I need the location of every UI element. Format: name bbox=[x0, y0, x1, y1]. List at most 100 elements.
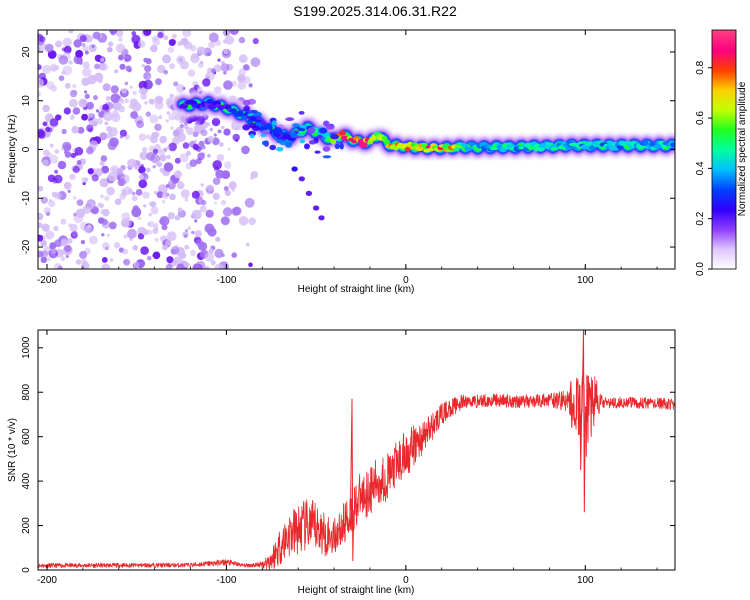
noise-speckle bbox=[187, 69, 196, 77]
spectrogram-y-axis-label: Frequency (Hz) bbox=[7, 115, 18, 184]
colorbar-segment bbox=[712, 41, 736, 45]
noise-speckle bbox=[162, 244, 168, 251]
colorbar-segment bbox=[712, 207, 736, 210]
ridge-blob bbox=[442, 144, 449, 150]
noise-speckle bbox=[57, 265, 63, 269]
noise-speckle bbox=[154, 237, 159, 242]
noise-speckle bbox=[143, 30, 152, 36]
noise-speckle bbox=[82, 67, 92, 77]
noise-speckle bbox=[67, 189, 71, 193]
noise-speckle bbox=[212, 192, 221, 201]
noise-speckle bbox=[119, 135, 124, 139]
colorbar-segment bbox=[712, 251, 736, 254]
noise-speckle bbox=[170, 246, 180, 255]
noise-speckle bbox=[168, 180, 173, 185]
ridge-blob bbox=[608, 145, 618, 151]
noise-speckle bbox=[62, 65, 73, 76]
chart-title: S199.2025.314.06.31.R22 bbox=[293, 3, 457, 19]
colorbar-segment bbox=[712, 257, 736, 260]
noise-speckle bbox=[144, 65, 152, 73]
noise-speckle bbox=[184, 198, 189, 202]
noise-speckle bbox=[238, 54, 248, 64]
noise-speckle bbox=[174, 157, 181, 164]
noise-speckle bbox=[38, 234, 44, 242]
noise-speckle bbox=[100, 62, 109, 71]
noise-speckle bbox=[138, 133, 147, 141]
noise-speckle bbox=[38, 91, 41, 97]
ridge-scatter bbox=[334, 143, 340, 149]
ridge-scatter bbox=[325, 124, 335, 130]
noise-speckle bbox=[207, 227, 217, 237]
noise-speckle bbox=[214, 248, 224, 259]
noise-speckle bbox=[165, 184, 170, 188]
noise-speckle bbox=[38, 212, 44, 221]
colorbar-segment bbox=[712, 33, 736, 37]
noise-speckle bbox=[212, 177, 221, 185]
noise-speckle bbox=[127, 158, 137, 168]
colorbar-segment bbox=[712, 111, 736, 115]
noise-speckle bbox=[99, 178, 109, 188]
branch-point bbox=[298, 176, 305, 182]
noise-speckle bbox=[72, 83, 77, 89]
noise-speckle bbox=[176, 84, 185, 93]
noise-speckle bbox=[116, 30, 124, 38]
noise-speckle bbox=[191, 190, 200, 199]
noise-speckle bbox=[248, 83, 253, 88]
noise-speckle bbox=[214, 263, 225, 269]
noise-speckle bbox=[75, 259, 82, 265]
noise-speckle bbox=[200, 129, 208, 137]
ridge-scatter bbox=[322, 155, 332, 159]
noise-speckle bbox=[80, 240, 85, 245]
noise-speckle bbox=[169, 193, 176, 201]
noise-speckle bbox=[81, 43, 86, 47]
y-tick-label: 0 bbox=[21, 146, 32, 152]
noise-speckle bbox=[124, 98, 129, 104]
noise-speckle bbox=[102, 242, 110, 250]
noise-speckle bbox=[131, 31, 137, 36]
noise-speckle bbox=[132, 245, 138, 251]
ridge-blob bbox=[489, 146, 499, 151]
noise-speckle bbox=[49, 118, 59, 127]
noise-speckle bbox=[64, 244, 72, 253]
noise-speckle bbox=[167, 46, 175, 53]
noise-speckle bbox=[118, 54, 124, 61]
noise-speckle bbox=[45, 126, 51, 132]
colorbar-segment bbox=[712, 107, 736, 111]
colorbar-segment bbox=[712, 83, 736, 87]
colorbar-segment bbox=[712, 147, 736, 151]
noise-speckle bbox=[227, 147, 231, 151]
noise-speckle bbox=[84, 50, 89, 55]
colorbar-segment bbox=[712, 199, 736, 202]
colorbar-segment bbox=[712, 195, 736, 198]
colorbar-segment bbox=[712, 127, 736, 131]
ridge-blob bbox=[616, 145, 624, 150]
noise-speckle bbox=[109, 30, 118, 35]
colorbar-segment bbox=[712, 113, 736, 117]
noise-speckle bbox=[193, 124, 202, 133]
branch-point bbox=[291, 166, 298, 172]
noise-speckle bbox=[191, 52, 199, 60]
noise-speckle bbox=[219, 142, 224, 147]
noise-speckle bbox=[145, 58, 152, 65]
noise-speckle bbox=[173, 81, 179, 87]
colorbar-segment bbox=[712, 59, 736, 63]
noise-speckle bbox=[207, 154, 211, 158]
snr-series bbox=[38, 330, 675, 570]
noise-speckle bbox=[68, 30, 74, 34]
ridge-blob bbox=[383, 139, 391, 144]
noise-speckle bbox=[84, 93, 90, 99]
colorbar-segment bbox=[712, 161, 736, 165]
colorbar-tick-label: 0.0 bbox=[695, 262, 706, 276]
noise-speckle bbox=[138, 174, 144, 180]
noise-speckle bbox=[231, 207, 240, 216]
colorbar-segment bbox=[712, 93, 736, 97]
noise-speckle bbox=[148, 202, 152, 206]
noise-speckle bbox=[64, 82, 71, 89]
noise-speckle bbox=[39, 36, 46, 43]
colorbar-segment bbox=[712, 137, 736, 141]
ridge-blob bbox=[486, 144, 493, 148]
noise-speckle bbox=[133, 261, 140, 268]
noise-speckle bbox=[148, 221, 155, 228]
noise-speckle bbox=[104, 195, 110, 201]
noise-speckle bbox=[63, 45, 72, 54]
